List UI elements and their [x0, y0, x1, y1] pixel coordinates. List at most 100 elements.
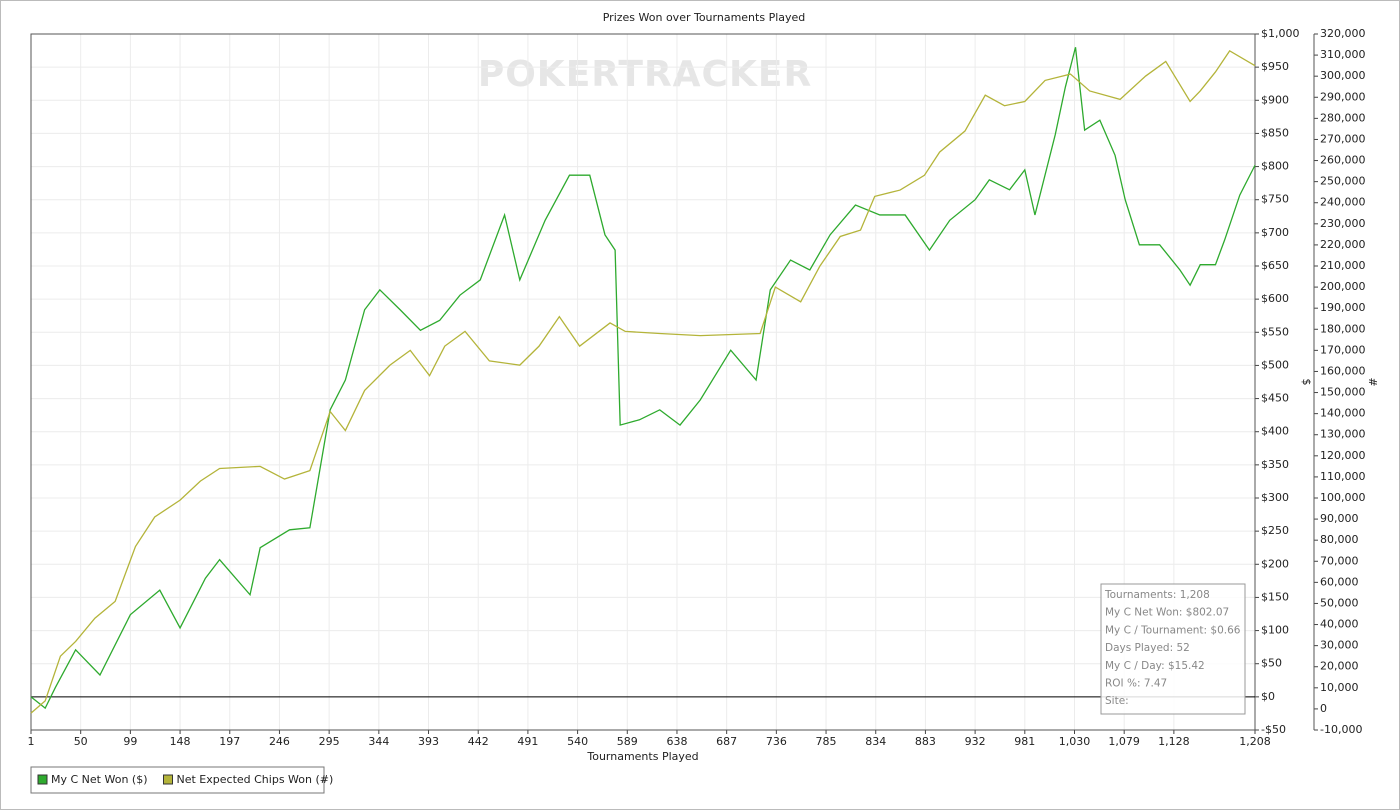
y-tick-label: $1,000 [1261, 27, 1300, 40]
x-tick-label: 1,128 [1158, 735, 1190, 748]
x-tick-label: 344 [368, 735, 389, 748]
stats-line: ROI %: 7.47 [1105, 678, 1167, 690]
y2-tick-label: 90,000 [1320, 512, 1359, 525]
y-tick-label: $100 [1261, 624, 1289, 637]
stats-box [1100, 583, 1246, 715]
y-tick-label: $450 [1261, 392, 1289, 405]
y-tick-label: $400 [1261, 425, 1289, 438]
y2-tick-label: 0 [1320, 702, 1327, 715]
y-tick-label: $550 [1261, 325, 1289, 338]
x-tick-label: 540 [567, 735, 588, 748]
y-tick-label: $750 [1261, 193, 1289, 206]
y2-tick-label: 250,000 [1320, 175, 1366, 188]
y2-tick-label: 100,000 [1320, 491, 1366, 504]
y2-tick-label: 10,000 [1320, 681, 1359, 694]
x-axis-label: Tournaments Played [586, 750, 698, 763]
y2-tick-label: 240,000 [1320, 196, 1366, 209]
y2-tick-label: 50,000 [1320, 596, 1359, 609]
x-tick-label: 50 [74, 735, 88, 748]
y-tick-label: $150 [1261, 590, 1289, 603]
y2-tick-label: 30,000 [1320, 639, 1359, 652]
y-tick-label: $50 [1261, 657, 1282, 670]
y2-tick-label: 190,000 [1320, 301, 1366, 314]
y2-tick-label: 130,000 [1320, 428, 1366, 441]
y-tick-label: $600 [1261, 292, 1289, 305]
y2-tick-label: 80,000 [1320, 533, 1359, 546]
x-tick-label: 932 [965, 735, 986, 748]
stats-line: My C / Day: $15.42 [1105, 660, 1205, 672]
y2-tick-label: 220,000 [1320, 238, 1366, 251]
legend-swatch [37, 774, 48, 785]
x-tick-label: 148 [170, 735, 191, 748]
legend-label: My C Net Won ($) [51, 773, 148, 786]
y2-tick-label: 310,000 [1320, 48, 1366, 61]
x-tick-label: 589 [617, 735, 638, 748]
x-tick-label: 1 [28, 735, 35, 748]
y2-axis-label: # [1366, 377, 1379, 386]
y2-tick-label: 200,000 [1320, 280, 1366, 293]
watermark: POKERTRACKER [478, 54, 812, 95]
x-tick-label: 785 [816, 735, 837, 748]
y-tick-label: $800 [1261, 160, 1289, 173]
y2-tick-label: 260,000 [1320, 154, 1366, 167]
stats-line: My C Net Won: $802.07 [1105, 607, 1229, 619]
y2-tick-label: -10,000 [1320, 723, 1362, 736]
y-tick-label: $950 [1261, 60, 1289, 73]
series-line [30, 47, 1256, 710]
x-tick-label: 1,079 [1108, 735, 1140, 748]
y-tick-label: $500 [1261, 358, 1289, 371]
x-tick-label: 393 [418, 735, 439, 748]
y2-tick-label: 120,000 [1320, 449, 1366, 462]
y2-tick-label: 140,000 [1320, 407, 1366, 420]
y2-tick-label: 300,000 [1320, 69, 1366, 82]
x-tick-label: 99 [123, 735, 137, 748]
y-tick-label: -$50 [1261, 723, 1286, 736]
series-line [30, 50, 1256, 714]
stats-line: Tournaments: 1,208 [1104, 589, 1210, 601]
x-tick-label: 295 [319, 735, 340, 748]
stats-line: My C / Tournament: $0.66 [1105, 624, 1241, 636]
stats-line: Site: [1105, 695, 1129, 707]
x-tick-label: 442 [468, 735, 489, 748]
x-tick-label: 883 [915, 735, 936, 748]
y-tick-label: $250 [1261, 524, 1289, 537]
x-tick-label: 687 [716, 735, 737, 748]
y2-tick-label: 280,000 [1320, 111, 1366, 124]
x-tick-label: 638 [666, 735, 687, 748]
x-tick-label: 981 [1014, 735, 1035, 748]
y-tick-label: $900 [1261, 93, 1289, 106]
x-tick-label: 491 [517, 735, 538, 748]
x-tick-label: 1,030 [1059, 735, 1091, 748]
x-tick-label: 197 [219, 735, 240, 748]
legend-swatch [163, 774, 173, 785]
y2-tick-label: 150,000 [1320, 386, 1366, 399]
y2-tick-label: 20,000 [1320, 660, 1359, 673]
y-axis-label: $ [1300, 379, 1313, 386]
x-tick-label: 736 [766, 735, 787, 748]
y2-tick-label: 110,000 [1320, 470, 1366, 483]
y-tick-label: $650 [1261, 259, 1289, 272]
y2-tick-label: 270,000 [1320, 132, 1366, 145]
y2-tick-label: 60,000 [1320, 575, 1359, 588]
x-tick-label: 246 [269, 735, 290, 748]
y2-tick-label: 70,000 [1320, 554, 1359, 567]
y-tick-label: $300 [1261, 491, 1289, 504]
y2-tick-label: 40,000 [1320, 618, 1359, 631]
x-tick-label: 834 [865, 735, 886, 748]
y-tick-label: $0 [1261, 690, 1275, 703]
y-tick-label: $350 [1261, 458, 1289, 471]
stats-line: Days Played: 52 [1105, 642, 1190, 654]
y-tick-label: $850 [1261, 126, 1289, 139]
y-tick-label: $700 [1261, 226, 1289, 239]
y2-tick-label: 320,000 [1320, 27, 1366, 40]
x-tick-label: 1,208 [1239, 735, 1271, 748]
y2-tick-label: 160,000 [1320, 364, 1366, 377]
plot-frame [30, 33, 1256, 731]
y2-tick-label: 230,000 [1320, 217, 1366, 230]
chart-title: Prizes Won over Tournaments Played [603, 11, 806, 24]
y2-tick-label: 180,000 [1320, 322, 1366, 335]
y2-tick-label: 290,000 [1320, 90, 1366, 103]
y2-tick-label: 210,000 [1320, 259, 1366, 272]
legend-box [30, 766, 325, 794]
